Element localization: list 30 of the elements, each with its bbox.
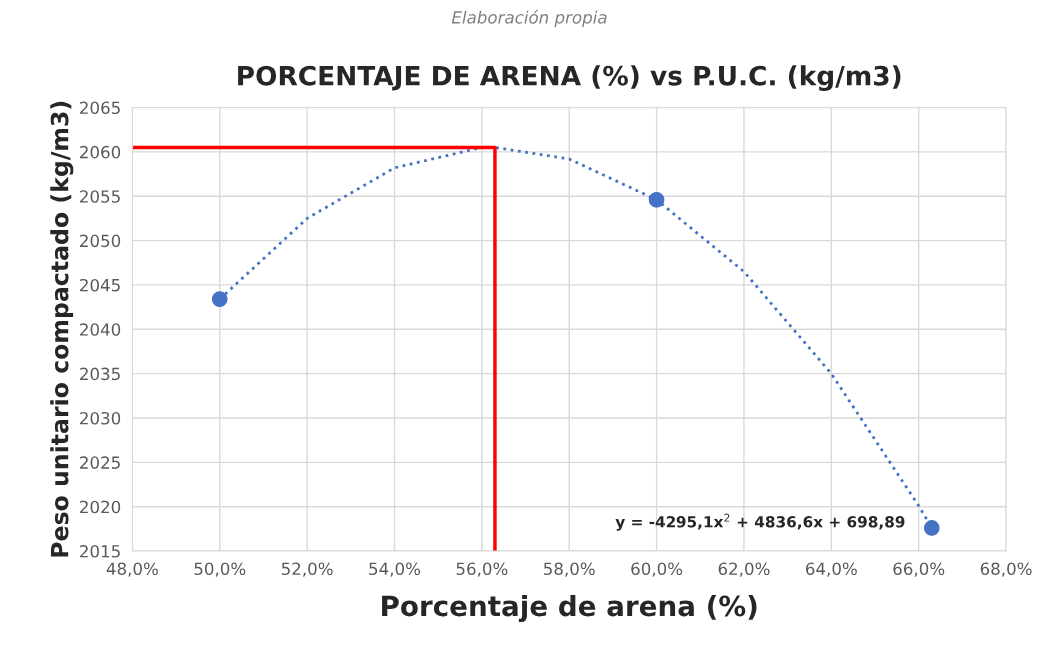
chart-title: PORCENTAJE DE ARENA (%) vs P.U.C. (kg/m3) [238, 65, 901, 91]
x-tick-label: 52,0% [281, 562, 333, 577]
x-tick-label: 54,0% [369, 562, 421, 577]
x-axis-title: Porcentaje de arena (%) [382, 594, 757, 623]
y-axis-title: Peso unitario compactado (kg/m3) [50, 101, 74, 557]
y-tick-label: 2050 [80, 234, 121, 248]
x-tick-label: 66,0% [893, 562, 945, 577]
point [923, 520, 940, 536]
x-tick-label: 58,0% [544, 562, 595, 577]
point [211, 291, 228, 307]
y-tick-label: 2035 [80, 367, 120, 381]
x-tick-label: 64,0% [806, 562, 857, 577]
annotation: y = -4295,1x$^{2}$ + 4836,6x + 698,89 [615, 513, 905, 531]
point [648, 191, 665, 208]
x-tick-label: 48,0% [106, 562, 158, 577]
y-tick-label: 2065 [80, 101, 120, 115]
y-tick-label: 2060 [80, 145, 121, 159]
text: Elaboración propia [451, 10, 607, 27]
y-tick-label: 2045 [80, 278, 120, 292]
y-tick-label: 2040 [80, 323, 121, 336]
y-tick-label: 2020 [80, 500, 121, 514]
y-tick-label: 2015 [80, 545, 120, 558]
x-tick-label: 68,0% [980, 562, 1032, 577]
y-tick-label: 2030 [80, 411, 121, 425]
x-tick-label: 56,0% [456, 562, 508, 577]
y-tick-label: 2025 [80, 456, 120, 469]
x-tick-label: 60,0% [631, 562, 683, 577]
y-tick-label: 2055 [80, 190, 120, 203]
x-tick-label: 62,0% [718, 562, 770, 577]
x-tick-label: 50,0% [194, 562, 246, 577]
